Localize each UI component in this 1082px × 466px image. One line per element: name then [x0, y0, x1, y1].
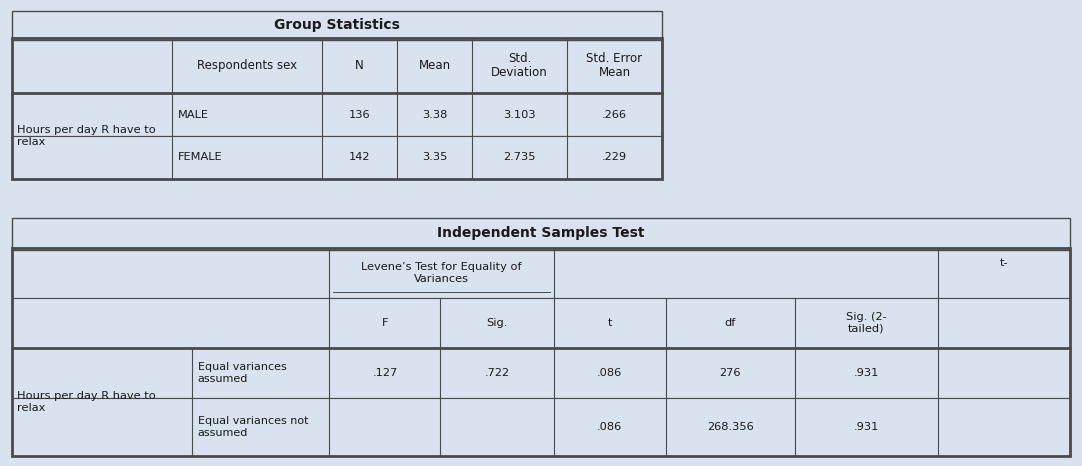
Bar — [12, 298, 1070, 348]
Text: .931: .931 — [854, 422, 879, 432]
Text: 276: 276 — [720, 368, 741, 378]
Text: F: F — [382, 318, 388, 328]
Bar — [12, 348, 1070, 398]
Text: .127: .127 — [372, 368, 397, 378]
Text: Group Statistics: Group Statistics — [274, 18, 400, 32]
Bar — [12, 248, 1070, 298]
Text: .722: .722 — [485, 368, 510, 378]
Bar — [12, 248, 1070, 456]
Text: Sig. (2-
tailed): Sig. (2- tailed) — [846, 312, 887, 334]
Text: Hours per day R have to
relax: Hours per day R have to relax — [17, 125, 156, 147]
Text: 268.356: 268.356 — [707, 422, 754, 432]
Text: 142: 142 — [348, 152, 370, 163]
Text: df: df — [725, 318, 736, 328]
Bar — [12, 136, 662, 179]
Text: t: t — [607, 318, 612, 328]
Bar — [12, 218, 1070, 248]
Text: 3.103: 3.103 — [503, 110, 536, 119]
Bar — [12, 38, 662, 179]
Text: t-: t- — [1000, 258, 1008, 268]
Text: Equal variances
assumed: Equal variances assumed — [198, 362, 287, 384]
Text: .086: .086 — [597, 368, 622, 378]
Text: Independent Samples Test: Independent Samples Test — [437, 226, 645, 240]
Text: FEMALE: FEMALE — [179, 152, 223, 163]
Text: N: N — [355, 59, 364, 72]
Text: .931: .931 — [854, 368, 879, 378]
Bar — [12, 11, 662, 38]
Text: .229: .229 — [602, 152, 628, 163]
Text: .086: .086 — [597, 422, 622, 432]
Text: 2.735: 2.735 — [503, 152, 536, 163]
Text: .266: .266 — [602, 110, 626, 119]
Text: Std.
Deviation: Std. Deviation — [491, 52, 547, 80]
Text: Equal variances not
assumed: Equal variances not assumed — [198, 416, 308, 438]
Text: Hours per day R have to
relax: Hours per day R have to relax — [17, 391, 156, 413]
Text: 3.38: 3.38 — [422, 110, 447, 119]
Bar — [12, 93, 662, 136]
Text: Levene’s Test for Equality of
Variances: Levene’s Test for Equality of Variances — [361, 262, 522, 284]
Bar — [12, 38, 662, 93]
Text: 136: 136 — [348, 110, 370, 119]
Text: Mean: Mean — [419, 59, 450, 72]
Text: Std. Error
Mean: Std. Error Mean — [586, 52, 643, 80]
Text: Respondents sex: Respondents sex — [197, 59, 298, 72]
Text: Sig.: Sig. — [487, 318, 507, 328]
Text: 3.35: 3.35 — [422, 152, 447, 163]
Bar — [12, 398, 1070, 456]
Text: MALE: MALE — [179, 110, 209, 119]
